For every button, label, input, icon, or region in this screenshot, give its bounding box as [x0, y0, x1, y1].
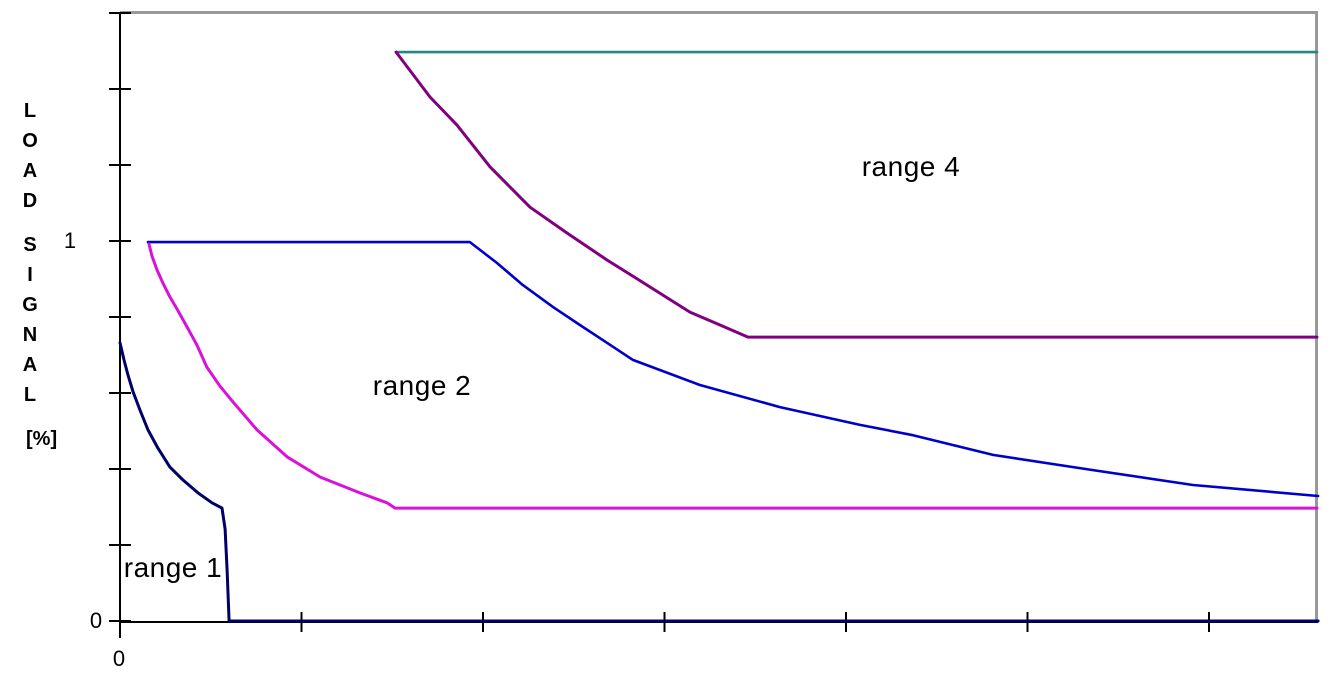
series-range-1-boundary: [118, 341, 1320, 623]
series-range-2-boundary: [147, 242, 1319, 510]
y-axis-title-char: L: [23, 384, 37, 406]
y-axis-title-gap: [8, 216, 52, 230]
y-axis-title: L O A D S I G N A L [%]: [8, 96, 58, 454]
y-axis-title-char: G: [22, 294, 38, 316]
y-axis-title-char: O: [22, 130, 38, 152]
y-axis-title-char: L: [23, 100, 37, 122]
y-tick-label-0: 0: [89, 608, 103, 633]
series-range-3-boundary: [146, 240, 1320, 498]
y-axis-title-char: S: [23, 234, 37, 256]
region-label-range-2: range 2: [372, 370, 472, 402]
y-axis-title-char: [%]: [26, 428, 58, 450]
x-tick-label-0: 0: [112, 646, 126, 671]
series-range-4-boundary: [394, 50, 1319, 339]
y-axis-title-char: N: [22, 324, 38, 346]
y-axis-title-char: A: [22, 160, 38, 182]
y-axis-title-char: A: [22, 354, 38, 376]
y-axis-title-char: I: [27, 264, 33, 286]
region-label-range-1: range 1: [123, 552, 223, 584]
y-axis-title-char: D: [22, 190, 38, 212]
region-label-range-4: range 4: [861, 150, 961, 182]
y-axis-title-gap: [8, 410, 52, 424]
y-tick-label-1: 1: [63, 228, 77, 253]
